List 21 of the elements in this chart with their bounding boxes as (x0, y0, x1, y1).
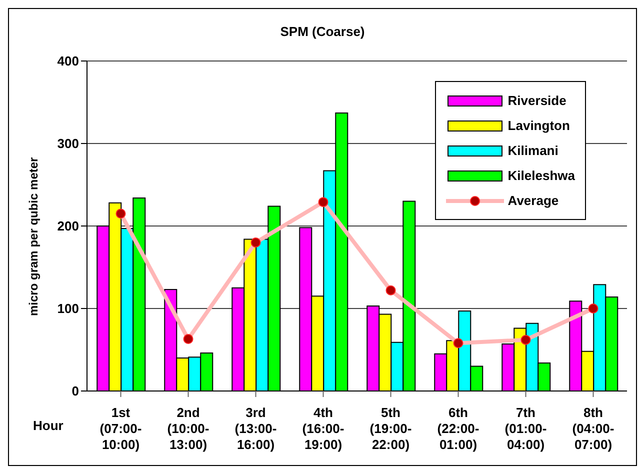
legend-label: Riverside (508, 93, 566, 108)
legend-label: Lavington (508, 118, 570, 133)
y-tick-label: 0 (72, 384, 79, 399)
x-tick-label: 1st (07:00-10:00) (100, 405, 142, 452)
y-tick-label: 400 (57, 54, 79, 69)
y-tick-label: 300 (57, 136, 79, 152)
x-axis-title: Hour (33, 418, 64, 433)
x-tick-label: 2nd (10:00-13:00) (167, 405, 210, 452)
y-tick-label: 200 (57, 218, 79, 234)
legend-label: Kilimani (508, 143, 558, 158)
x-tick-label: 3rd (13:00-16:00) (234, 405, 277, 452)
x-tick-label: 7th (01:00-04:00) (504, 405, 547, 452)
x-tick-label: 4th (16:00-19:00) (302, 405, 344, 452)
legend-label: Average (508, 193, 559, 208)
y-axis-title: micro gram per qubic meter (26, 156, 40, 316)
x-tick-label: 5th (19:00-22:00) (370, 405, 412, 452)
y-tick-label: 100 (57, 301, 79, 316)
chart-title: SPM (Coarse) (279, 24, 366, 39)
x-tick-label: 6th (22:00-01:00) (437, 405, 480, 452)
x-tick-label: 8th (04:00-07:00) (572, 405, 614, 452)
legend-label: Kileleshwa (508, 168, 575, 183)
